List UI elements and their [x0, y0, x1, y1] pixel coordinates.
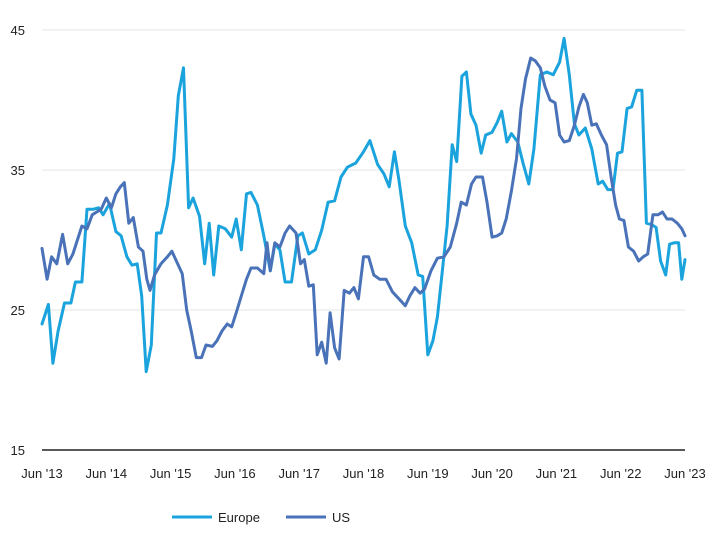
- x-tick-label: Jun '16: [214, 466, 256, 481]
- x-tick-label: Jun '15: [150, 466, 192, 481]
- series-group: [40, 36, 687, 374]
- x-tick-label: Jun '14: [86, 466, 128, 481]
- gridlines: [42, 29, 685, 311]
- series-line-europe: [40, 36, 687, 374]
- y-tick-label: 35: [11, 163, 25, 178]
- x-tick-label: Jun '13: [21, 466, 63, 481]
- x-tick-label: Jun '20: [471, 466, 513, 481]
- y-tick-label: 25: [11, 303, 25, 318]
- legend-label-us: US: [332, 510, 350, 525]
- x-axis: Jun '13 Jun '14 Jun '15 Jun '16 Jun '17 Jun '…: [21, 449, 706, 481]
- x-tick-label: Jun '19: [407, 466, 449, 481]
- legend: Europe US: [172, 510, 350, 525]
- x-tick-label: Jun '18: [343, 466, 385, 481]
- series-line-us: [40, 56, 687, 365]
- legend-label-europe: Europe: [218, 510, 260, 525]
- x-tick-label: Jun '22: [600, 466, 642, 481]
- y-tick-label: 15: [11, 443, 25, 458]
- x-tick-label: Jun '17: [278, 466, 320, 481]
- y-tick-label: 45: [11, 23, 25, 38]
- y-axis: 15 25 35 45: [11, 23, 25, 458]
- x-tick-label: Jun '23: [664, 466, 706, 481]
- x-tick-label: Jun '21: [536, 466, 578, 481]
